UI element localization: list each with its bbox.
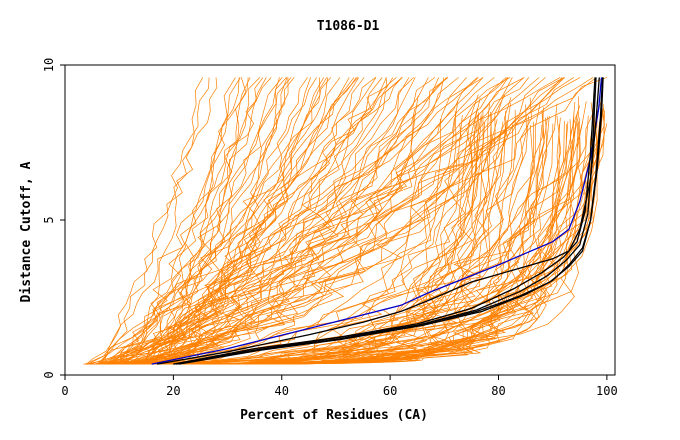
model-line <box>130 77 341 365</box>
model-line <box>126 77 357 365</box>
model-line <box>94 77 359 365</box>
model-line <box>90 77 530 365</box>
y-tick-label: 10 <box>42 58 56 72</box>
model-line <box>146 77 397 365</box>
x-tick-label: 80 <box>491 384 505 398</box>
x-tick-label: 100 <box>596 384 618 398</box>
model-line <box>108 77 317 365</box>
model-line <box>94 77 459 365</box>
model-line <box>149 77 565 365</box>
highlight-lines <box>151 77 604 365</box>
model-line <box>92 77 565 365</box>
y-axis-label: Distance Cutoff, A <box>19 161 34 302</box>
model-line <box>112 77 440 365</box>
model-line <box>150 77 376 365</box>
model-line <box>86 77 249 365</box>
x-tick-label: 40 <box>275 384 289 398</box>
model-line <box>169 77 308 365</box>
model-line <box>98 77 289 365</box>
axes: 0 20 40 60 80 100 0 5 10 <box>42 58 618 398</box>
model-line <box>97 77 210 365</box>
model-line <box>145 77 540 365</box>
series-line-best <box>175 77 604 365</box>
model-line <box>83 101 576 365</box>
model-line <box>155 77 429 365</box>
series-line-best <box>173 77 597 365</box>
model-line <box>111 77 377 365</box>
model-line <box>148 77 416 365</box>
model-line <box>107 77 546 365</box>
x-axis-label: Percent of Residues (CA) <box>240 408 428 423</box>
x-tick-label: 20 <box>166 384 180 398</box>
model-line <box>125 77 280 365</box>
model-line <box>109 77 484 365</box>
model-line <box>94 115 589 365</box>
model-line <box>131 77 403 365</box>
model-line <box>113 77 561 365</box>
model-line <box>152 77 436 365</box>
chart-title: T1086-D1 <box>317 19 380 34</box>
model-line <box>154 97 481 365</box>
model-line <box>96 77 594 365</box>
model-line <box>138 77 332 365</box>
model-line <box>124 77 447 365</box>
model-line <box>97 77 511 365</box>
model-line <box>158 124 514 365</box>
model-line <box>121 77 365 365</box>
y-tick-label: 0 <box>42 371 56 378</box>
model-line <box>106 77 267 365</box>
model-line <box>143 109 484 365</box>
model-line <box>108 77 287 365</box>
model-line <box>161 97 512 365</box>
y-tick-label: 5 <box>42 216 56 223</box>
model-lines <box>83 77 608 365</box>
model-line <box>100 101 587 365</box>
model-line <box>99 77 403 365</box>
model-line <box>92 77 350 365</box>
model-line <box>156 77 394 365</box>
model-line <box>93 97 532 365</box>
x-tick-label: 60 <box>383 384 397 398</box>
model-line <box>96 77 563 365</box>
model-line <box>153 95 419 365</box>
x-tick-label: 0 <box>61 384 68 398</box>
model-line <box>144 77 495 365</box>
model-line <box>123 77 272 365</box>
series-line-best <box>156 77 600 365</box>
model-line <box>104 77 218 365</box>
model-line <box>88 77 355 365</box>
model-line <box>95 107 544 365</box>
model-line <box>152 77 581 365</box>
model-line <box>118 77 264 365</box>
model-line <box>115 77 597 365</box>
